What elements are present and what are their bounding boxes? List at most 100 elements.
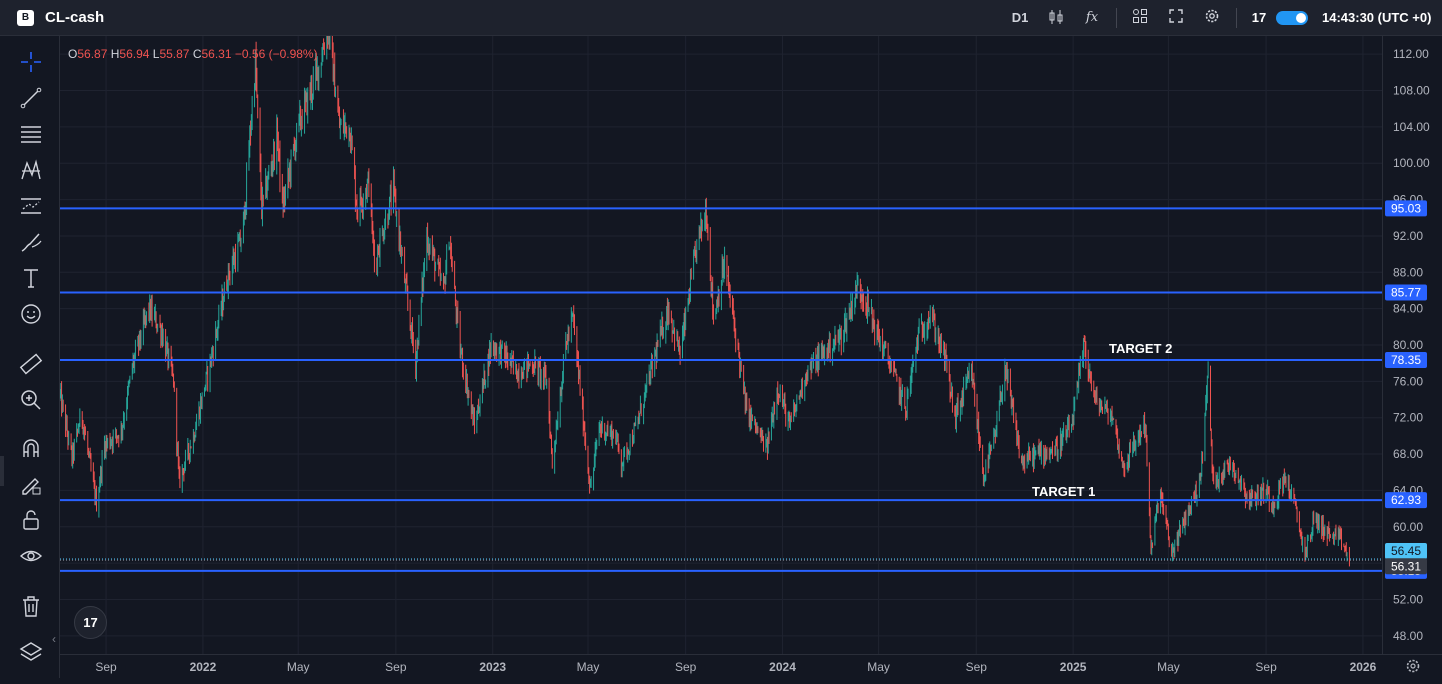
- scale-settings-button[interactable]: [1405, 658, 1421, 674]
- eye-icon: [19, 550, 43, 562]
- time-tick-label: May: [867, 660, 890, 674]
- projection-icon: [21, 198, 41, 214]
- fib-tool[interactable]: [17, 120, 45, 148]
- pattern-tool[interactable]: [17, 156, 45, 184]
- current-price-badge: [1385, 558, 1427, 575]
- text-icon: [24, 269, 38, 288]
- price-chart[interactable]: [59, 16, 1382, 654]
- layers-icon: [19, 642, 43, 661]
- candles-icon: [1049, 10, 1063, 24]
- emoji-tool[interactable]: [17, 300, 45, 328]
- lock-drawing-tool[interactable]: [17, 470, 45, 498]
- toggle-knob: [1296, 13, 1306, 23]
- target-2-label[interactable]: TARGET 2: [1109, 341, 1173, 356]
- time-tick-label: 2024: [769, 660, 796, 674]
- tradingview-badge[interactable]: 17: [74, 606, 107, 639]
- time-tick-label: Sep: [675, 660, 697, 674]
- close-label: C: [192, 47, 202, 61]
- time-tick-label: 2023: [479, 660, 506, 674]
- hide-drawings-tool[interactable]: [17, 542, 45, 570]
- layout-button[interactable]: [1130, 8, 1150, 28]
- remove-drawings-tool[interactable]: [17, 592, 45, 620]
- price-tick-label: 80.00: [1393, 338, 1423, 352]
- price-scale[interactable]: 112.00 108.00 104.00 100.00 96.00 92.00 88.00 8…: [1382, 36, 1442, 654]
- level-price-text: 95.03: [1391, 201, 1421, 215]
- level-price-badge: [1385, 200, 1427, 217]
- lock-drawing-icon: [22, 478, 41, 495]
- layout-grid-icon: [1133, 9, 1147, 23]
- time-scale[interactable]: Sep 2022 May Sep 2023 May Sep 2024 May Sep 2025 May…: [60, 654, 1442, 678]
- zoom-tool[interactable]: [17, 386, 45, 414]
- time-tick-label: Sep: [95, 660, 117, 674]
- text-tool[interactable]: [17, 264, 45, 292]
- fib-lines-icon: [21, 126, 41, 143]
- tradingview-logo: 17: [1251, 10, 1267, 25]
- open-value: 56.87: [77, 47, 108, 61]
- pattern-icon: [21, 159, 41, 180]
- brush-tool[interactable]: [17, 228, 45, 256]
- level-price-text: 85.77: [1391, 286, 1421, 300]
- price-tick-label: 104.00: [1393, 120, 1430, 134]
- symbol-name[interactable]: CL-cash: [45, 9, 105, 26]
- time-tick-label: May: [1157, 660, 1180, 674]
- fullscreen-button[interactable]: [1166, 8, 1186, 28]
- time-tick-label: 2026: [1350, 660, 1377, 674]
- ruler-icon: [19, 353, 43, 375]
- price-tick-label: 84.00: [1393, 302, 1423, 316]
- level-price-text: 62.93: [1391, 493, 1421, 507]
- magnet-tool[interactable]: [17, 434, 45, 462]
- time-tick-label: Sep: [385, 660, 407, 674]
- time-tick-label: May: [287, 660, 310, 674]
- trend-line-tool[interactable]: [17, 84, 45, 112]
- toolbar-divider: [1236, 8, 1237, 28]
- fullscreen-icon: [1169, 9, 1183, 23]
- projection-tool[interactable]: [17, 192, 45, 220]
- price-tick-label: 112.00: [1393, 47, 1429, 61]
- open-label: O: [68, 47, 78, 61]
- price-tick-label: 48.00: [1393, 629, 1423, 643]
- low-value: 55.87: [159, 47, 190, 61]
- low-label: L: [152, 47, 160, 61]
- gear-icon: [1406, 659, 1420, 673]
- panel-edge: [0, 456, 4, 486]
- indicators-button[interactable]: fx: [1085, 10, 1099, 25]
- time-tick-label: Sep: [966, 660, 988, 674]
- crosshair-tool[interactable]: [17, 48, 45, 76]
- collapse-toolbar-handle[interactable]: ‹: [52, 632, 56, 646]
- magnet-icon: [23, 439, 39, 457]
- interval-button[interactable]: D1: [1011, 10, 1029, 25]
- settings-button[interactable]: [1202, 8, 1222, 28]
- top-toolbar: B CL-cash D1 fx 17 14:43:30 (UTC +0): [0, 0, 1442, 36]
- price-tick-label: 68.00: [1393, 447, 1423, 461]
- price-tick-label: 72.00: [1393, 411, 1423, 425]
- ohlc-legend: O56.87 H56.94 L55.87 C56.31 −0.56 (−0.98…: [68, 47, 318, 61]
- clock-timezone[interactable]: 14:43:30 (UTC +0): [1322, 10, 1432, 25]
- price-axis[interactable]: 112.00108.00104.00100.0096.0092.0088.008…: [1383, 36, 1442, 654]
- price-tick-label: 88.00: [1393, 265, 1423, 279]
- time-tick-label: Sep: [1255, 660, 1277, 674]
- crosshair-icon: [21, 52, 41, 72]
- target-1-label[interactable]: TARGET 1: [1032, 484, 1096, 499]
- object-tree-tool[interactable]: [17, 638, 45, 666]
- change-value: −0.56 (−0.98%): [234, 47, 318, 61]
- autosave-toggle[interactable]: [1276, 11, 1308, 25]
- current-price-text: 56.31: [1391, 559, 1421, 573]
- lock-all-tool[interactable]: [17, 506, 45, 534]
- chart-pane[interactable]: [59, 16, 1382, 654]
- current-price-badge: [1385, 543, 1427, 560]
- time-tick-label: 2022: [190, 660, 217, 674]
- price-tick-label: 108.00: [1393, 84, 1430, 98]
- lock-icon: [23, 510, 39, 530]
- level-price-text: 78.35: [1391, 353, 1421, 367]
- gear-icon: [1205, 9, 1219, 23]
- time-axis[interactable]: Sep 2022 May Sep 2023 May Sep 2024 May Sep 2025 May…: [60, 655, 1442, 679]
- candles-group: [59, 16, 1350, 567]
- price-tick-label: 76.00: [1393, 374, 1423, 388]
- brush-icon: [21, 233, 42, 252]
- time-tick-label: 2025: [1060, 660, 1087, 674]
- chart-type-button[interactable]: [1046, 8, 1066, 28]
- drawing-toolbar: ‹: [0, 36, 60, 678]
- broker-logo: B: [17, 10, 34, 26]
- ruler-tool[interactable]: [17, 350, 45, 378]
- toolbar-divider: [1116, 8, 1117, 28]
